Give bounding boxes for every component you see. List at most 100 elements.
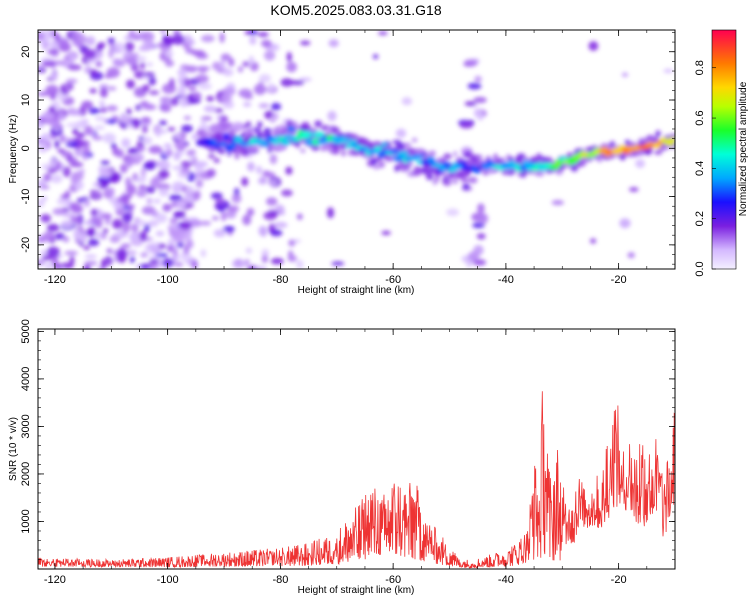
- heatmap-noise-cell: [46, 246, 60, 258]
- heatmap-core-cell: [456, 160, 468, 165]
- heatmap-noise-cell: [139, 263, 153, 269]
- heatmap-noise-cell: [257, 177, 268, 185]
- heatmap-y-tick-label: 20: [20, 46, 32, 58]
- heatmap-noise-cell: [185, 65, 198, 73]
- heatmap-noise-cell: [41, 163, 51, 170]
- snr-x-tick-label: -20: [611, 574, 627, 586]
- heatmap-noise-cell: [331, 261, 345, 266]
- heatmap-noise-cell: [627, 252, 635, 259]
- heatmap-noise-cell: [242, 61, 250, 67]
- heatmap-noise-cell: [140, 252, 148, 258]
- heatmap-noise-cell: [128, 30, 136, 39]
- heatmap-noise-cell: [84, 125, 93, 136]
- colorbar-label: Normalized spectral amplitude: [738, 81, 749, 216]
- heatmap-noise-cell: [167, 244, 174, 253]
- heatmap-noise-cell: [41, 41, 50, 50]
- heatmap-noise-cell: [81, 100, 93, 110]
- heatmap-noise-cell: [298, 77, 312, 82]
- heatmap-noise-cell: [281, 189, 293, 197]
- heatmap-noise-cell: [127, 147, 137, 154]
- heatmap-noise-cell: [70, 203, 83, 213]
- heatmap-noise-cell: [85, 36, 96, 46]
- heatmap-noise-cell: [98, 83, 109, 90]
- heatmap-noise-cell: [38, 142, 48, 154]
- snr-y-tick-label: 2000: [20, 462, 32, 486]
- heatmap-noise-cell: [296, 213, 303, 220]
- heatmap-core-cell: [380, 143, 388, 147]
- heatmap-noise-cell: [249, 30, 258, 36]
- heatmap-halo-cell: [331, 146, 341, 155]
- heatmap-y-tick-label: -20: [20, 237, 32, 253]
- heatmap-noise-cell: [206, 95, 215, 102]
- snr-y-tick-label: 4000: [20, 367, 32, 391]
- heatmap-noise-cell: [100, 160, 110, 166]
- heatmap-core-cell: [343, 138, 352, 142]
- heatmap-noise-cell: [212, 216, 219, 221]
- heatmap-noise-cell: [90, 208, 98, 216]
- heatmap-noise-cell: [121, 212, 133, 223]
- heatmap-noise-cell: [248, 55, 255, 66]
- heatmap-noise-cell: [136, 189, 147, 198]
- heatmap-noise-cell: [112, 58, 123, 66]
- heatmap-noise-cell: [193, 91, 202, 102]
- colorbar-tick-label: 0.8: [694, 60, 706, 75]
- heatmap-noise-cell: [159, 96, 172, 103]
- heatmap-noise-cell: [148, 255, 160, 261]
- heatmap-halo-cell: [443, 153, 452, 160]
- heatmap-noise-cell: [222, 226, 235, 232]
- heatmap-noise-cell: [181, 124, 193, 133]
- heatmap-halo-cell: [256, 131, 263, 140]
- heatmap-x-axis-label: Height of straight line (km): [298, 285, 415, 296]
- heatmap-noise-cell: [38, 31, 45, 42]
- heatmap-halo-cell: [313, 128, 318, 133]
- heatmap-noise-cell: [270, 257, 284, 265]
- heatmap-noise-cell: [143, 162, 156, 171]
- heatmap-noise-cell: [467, 82, 482, 90]
- heatmap-noise-cell: [80, 118, 89, 125]
- heatmap-noise-cell: [183, 193, 195, 204]
- heatmap-noise-cell: [249, 35, 257, 45]
- heatmap-noise-cell: [59, 133, 66, 144]
- heatmap-noise-cell: [62, 213, 77, 218]
- heatmap-noise-cell: [142, 104, 157, 111]
- heatmap-noise-cell: [401, 97, 413, 106]
- heatmap-noise-cell: [200, 249, 207, 258]
- heatmap-noise-cell: [260, 39, 272, 48]
- heatmap-noise-cell: [663, 68, 674, 73]
- heatmap-noise-cell: [157, 183, 171, 191]
- heatmap-halo-cell: [373, 164, 380, 170]
- heatmap-y-tick-label: 0: [20, 145, 32, 151]
- heatmap-noise-cell: [328, 39, 339, 48]
- heatmap-noise-cell: [121, 243, 131, 249]
- heatmap-noise-cell: [146, 197, 153, 205]
- heatmap-noise-cell: [462, 183, 470, 190]
- heatmap-noise-cell: [183, 115, 192, 121]
- heatmap-noise-cell: [174, 142, 187, 149]
- heatmap-noise-cell: [83, 199, 91, 208]
- heatmap-core-cell: [286, 126, 296, 132]
- heatmap-noise-cell: [84, 254, 98, 259]
- heatmap-noise-cell: [43, 173, 52, 178]
- heatmap-noise-cell: [267, 83, 275, 92]
- colorbar-frame: [711, 29, 737, 270]
- heatmap-noise-cell: [174, 133, 182, 140]
- heatmap-noise-cell: [46, 223, 60, 232]
- heatmap-halo-cell: [582, 159, 587, 166]
- snr-x-axis-label: Height of straight line (km): [298, 585, 415, 596]
- heatmap-noise-cell: [247, 161, 255, 172]
- heatmap-noise-cell: [266, 197, 278, 206]
- heatmap-noise-cell: [231, 193, 242, 204]
- heatmap-noise-cell: [72, 128, 79, 136]
- heatmap-noise-cell: [69, 255, 75, 266]
- heatmap-noise-cell: [463, 59, 478, 67]
- heatmap-noise-cell: [89, 69, 98, 76]
- colorbar-tick-label: 0.6: [694, 110, 706, 125]
- heatmap-noise-cell: [96, 179, 109, 189]
- heatmap-noise-cell: [167, 127, 176, 132]
- heatmap-noise-cell: [220, 53, 231, 61]
- heatmap-noise-cell: [296, 259, 304, 269]
- heatmap-noise-cell: [38, 235, 47, 244]
- heatmap-halo-cell: [392, 139, 402, 145]
- heatmap-noise-cell: [160, 102, 172, 111]
- heatmap-halo-cell: [530, 156, 537, 162]
